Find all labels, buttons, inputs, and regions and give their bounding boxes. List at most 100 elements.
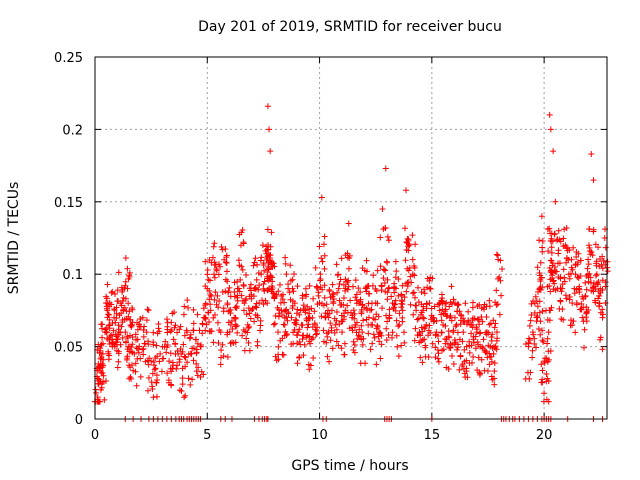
data-point xyxy=(211,240,218,247)
data-point xyxy=(236,288,243,295)
data-point xyxy=(189,376,196,383)
data-point xyxy=(359,329,366,336)
data-point xyxy=(306,333,313,340)
data-point xyxy=(469,359,476,366)
data-point xyxy=(427,316,434,323)
data-point xyxy=(338,345,345,352)
data-point xyxy=(306,306,313,313)
data-point xyxy=(261,278,268,285)
data-point xyxy=(599,265,606,272)
data-point xyxy=(493,329,500,336)
y-tick-label: 0.15 xyxy=(54,196,83,211)
data-point xyxy=(574,258,581,265)
data-point xyxy=(391,301,398,308)
data-point xyxy=(554,285,561,292)
data-point xyxy=(129,319,136,326)
data-point xyxy=(316,243,323,250)
data-point xyxy=(247,315,254,322)
data-point xyxy=(118,302,125,309)
data-point xyxy=(410,311,417,318)
data-point xyxy=(281,314,288,321)
data-point xyxy=(290,329,297,336)
data-point xyxy=(189,345,196,352)
data-point xyxy=(303,317,310,324)
data-point xyxy=(456,366,463,373)
data-point xyxy=(418,289,425,296)
data-point xyxy=(369,340,376,347)
data-point xyxy=(158,368,165,375)
data-point xyxy=(478,356,485,363)
data-point xyxy=(314,324,321,331)
data-point xyxy=(345,265,352,272)
data-point xyxy=(368,321,375,328)
data-point xyxy=(254,338,261,345)
data-point xyxy=(134,326,141,333)
data-point xyxy=(243,295,250,302)
data-point xyxy=(310,334,317,341)
data-point xyxy=(596,263,603,270)
data-point xyxy=(204,271,211,278)
data-point xyxy=(97,368,104,375)
data-point xyxy=(409,232,416,239)
data-point xyxy=(192,336,199,343)
data-point xyxy=(386,315,393,322)
data-point xyxy=(246,347,253,354)
data-point xyxy=(280,321,287,328)
data-point xyxy=(461,358,468,365)
data-point xyxy=(125,275,132,282)
data-point xyxy=(173,365,180,372)
data-point xyxy=(217,361,224,368)
data-point xyxy=(317,275,324,282)
data-point xyxy=(260,281,267,288)
data-point xyxy=(421,336,428,343)
data-point xyxy=(101,396,108,403)
data-point xyxy=(585,274,592,281)
data-point xyxy=(493,287,500,294)
data-point xyxy=(384,296,391,303)
data-point xyxy=(233,303,240,310)
data-point xyxy=(563,255,570,262)
data-point xyxy=(544,226,551,233)
y-tick-label: 0.1 xyxy=(62,268,83,283)
data-point xyxy=(412,325,419,332)
data-point xyxy=(582,293,589,300)
data-point xyxy=(300,352,307,359)
data-point xyxy=(553,268,560,275)
data-point xyxy=(135,349,142,356)
data-point xyxy=(172,340,179,347)
data-point xyxy=(352,277,359,284)
data-point xyxy=(180,311,187,318)
data-point xyxy=(321,252,328,259)
data-point xyxy=(207,328,214,335)
data-point xyxy=(206,296,213,303)
data-point xyxy=(596,292,603,299)
data-point xyxy=(383,312,390,319)
data-point xyxy=(484,368,491,375)
data-point xyxy=(248,291,255,298)
data-point xyxy=(264,103,271,110)
data-point xyxy=(235,285,242,292)
data-point xyxy=(181,394,188,401)
data-point xyxy=(389,329,396,336)
data-point xyxy=(401,225,408,232)
data-point xyxy=(546,307,553,314)
data-point xyxy=(234,278,241,285)
data-point xyxy=(152,365,159,372)
data-point xyxy=(216,327,223,334)
data-point xyxy=(329,291,336,298)
data-point xyxy=(182,392,189,399)
data-point xyxy=(164,329,171,336)
data-point xyxy=(329,281,336,288)
data-point xyxy=(434,333,441,340)
data-point xyxy=(227,340,234,347)
data-point xyxy=(178,388,185,395)
data-point xyxy=(355,285,362,292)
data-point xyxy=(456,308,463,315)
data-point xyxy=(548,249,555,256)
data-point xyxy=(490,317,497,324)
data-point xyxy=(390,304,397,311)
data-point xyxy=(169,365,176,372)
data-point xyxy=(237,276,244,283)
data-point xyxy=(321,265,328,272)
data-point xyxy=(279,296,286,303)
